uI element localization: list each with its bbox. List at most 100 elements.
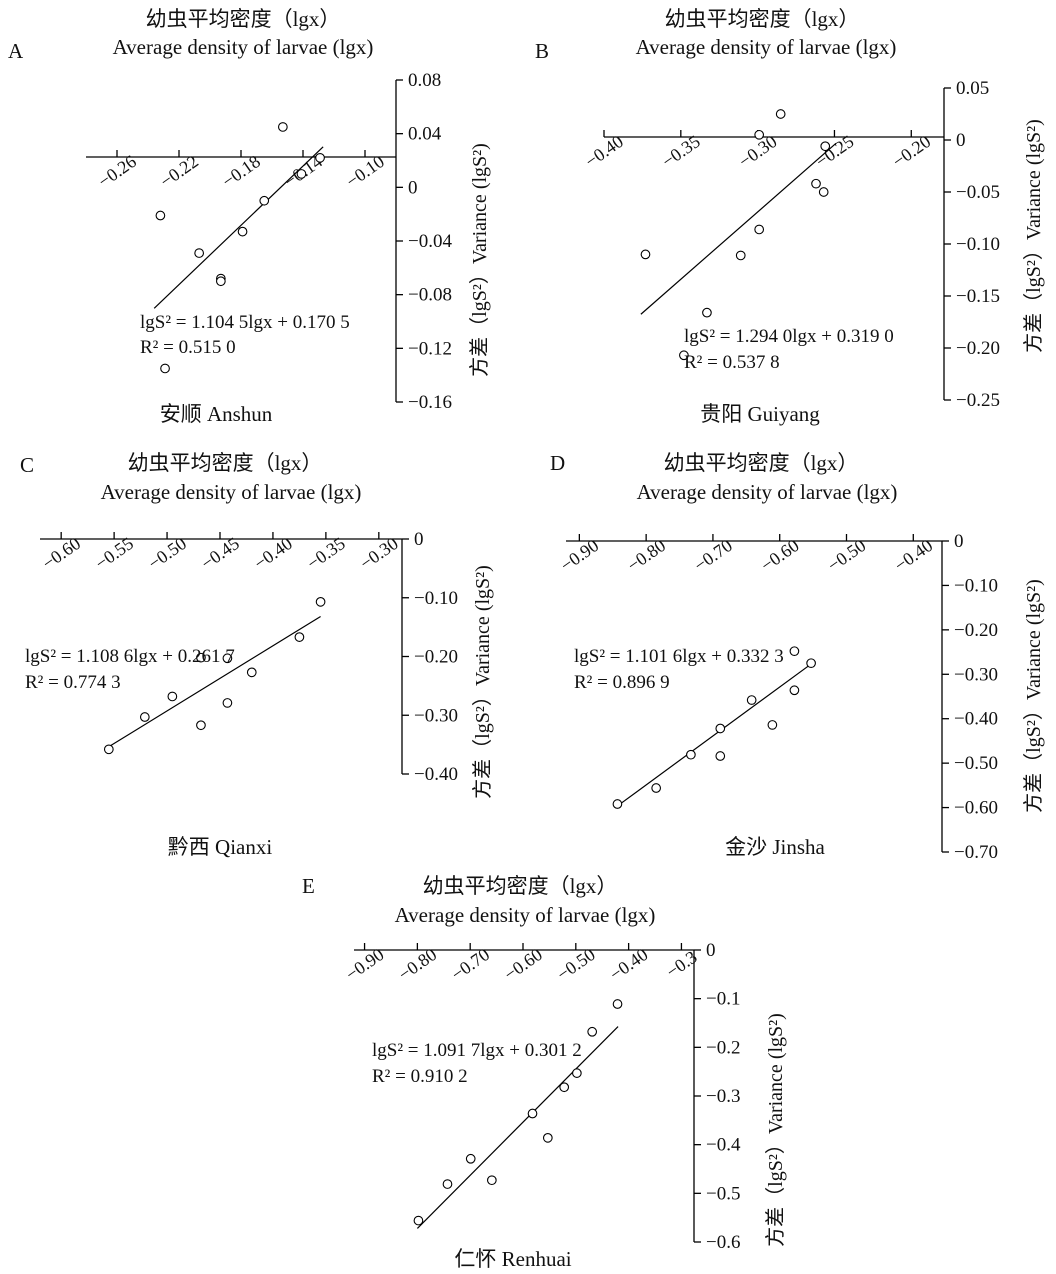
data-point bbox=[103, 744, 114, 755]
regression-line bbox=[416, 1026, 619, 1229]
y-tick-label: 0.08 bbox=[408, 70, 441, 91]
r-squared: R² = 0.774 3 bbox=[25, 672, 121, 693]
y-tick-label: −0.10 bbox=[414, 588, 458, 609]
data-point bbox=[139, 712, 150, 722]
y-tick-label: −0.6 bbox=[706, 1232, 740, 1253]
data-point bbox=[754, 224, 765, 235]
data-point bbox=[612, 799, 623, 809]
data-point bbox=[413, 1215, 424, 1226]
y-tick-label: −0.10 bbox=[954, 575, 998, 596]
y-tick-label: 0 bbox=[414, 529, 424, 550]
panel-a: A 幼虫平均密度（lgx） Average density of larvae (l… bbox=[8, 7, 491, 426]
data-point bbox=[735, 250, 746, 261]
site-label: 仁怀 Renhuai bbox=[454, 1247, 571, 1271]
y-tick-label: −0.20 bbox=[954, 620, 998, 641]
y-tick-label: −0.20 bbox=[956, 338, 1000, 359]
y-tick-label: 0.05 bbox=[956, 78, 989, 99]
panel-letter: A bbox=[8, 39, 24, 63]
regression-equation: lgS² = 1.108 6lgx + 0.261 7 bbox=[25, 646, 235, 667]
data-point bbox=[818, 187, 829, 197]
x-axis-title-cn: 幼虫平均密度（lgx） bbox=[423, 874, 618, 898]
data-point bbox=[196, 652, 206, 663]
data-point bbox=[806, 658, 816, 669]
panel-letter: B bbox=[535, 39, 549, 63]
data-point bbox=[702, 307, 712, 318]
panel-d: D 幼虫平均密度（lgx） Average density of larvae (l… bbox=[550, 451, 1045, 863]
y-axis-title: 方差（lgS²）Variance (lgS²) bbox=[1022, 119, 1045, 353]
site-label: 黔西 Qianxi bbox=[168, 835, 273, 859]
data-point bbox=[216, 276, 226, 287]
y-tick-label: −0.50 bbox=[954, 753, 998, 774]
y-tick-label: −0.04 bbox=[408, 231, 452, 252]
site-label: 贵阳 Guiyang bbox=[700, 402, 820, 426]
panel-b: B 幼虫平均密度（lgx） Average density of larvae (l… bbox=[535, 7, 1045, 426]
y-tick-label: −0.30 bbox=[954, 664, 998, 685]
y-tick-label: −0.08 bbox=[408, 285, 452, 306]
data-point bbox=[294, 632, 305, 642]
x-axis-title-en: Average density of larvae (lgx) bbox=[395, 903, 656, 927]
y-tick-label: 0 bbox=[706, 940, 716, 961]
regression-equation: lgS² = 1.294 0lgx + 0.319 0 bbox=[684, 326, 894, 347]
regression-line bbox=[616, 661, 815, 807]
site-label: 金沙 Jinsha bbox=[725, 835, 825, 859]
x-axis-title-en: Average density of larvae (lgx) bbox=[113, 35, 374, 59]
data-point bbox=[715, 723, 726, 734]
data-point bbox=[775, 109, 786, 119]
y-tick-label: −0.05 bbox=[956, 182, 1000, 203]
y-tick-label: 0 bbox=[408, 177, 418, 198]
y-tick-label: −0.70 bbox=[954, 842, 998, 863]
data-point bbox=[442, 1179, 453, 1189]
site-label: 安顺 Anshun bbox=[160, 402, 273, 426]
r-squared: R² = 0.910 2 bbox=[372, 1066, 468, 1087]
data-point bbox=[196, 720, 206, 731]
y-tick-label: 0.04 bbox=[408, 124, 442, 145]
y-tick-label: −0.12 bbox=[408, 338, 452, 359]
data-point bbox=[820, 141, 831, 152]
data-point bbox=[527, 1108, 538, 1119]
y-tick-label: −0.25 bbox=[956, 390, 1000, 411]
regression-equation: lgS² = 1.104 5lgx + 0.170 5 bbox=[140, 312, 350, 333]
regression-equation: lgS² = 1.101 6lgx + 0.332 3 bbox=[574, 646, 784, 667]
y-tick-label: 0 bbox=[956, 130, 966, 151]
y-tick-label: −0.16 bbox=[408, 392, 452, 413]
x-axis-title-en: Average density of larvae (lgx) bbox=[101, 480, 362, 504]
data-point bbox=[612, 999, 623, 1009]
panel-letter: D bbox=[550, 451, 565, 475]
data-point bbox=[686, 749, 696, 760]
data-point bbox=[296, 169, 307, 179]
x-axis-title-cn: 幼虫平均密度（lgx） bbox=[665, 7, 860, 31]
data-point bbox=[651, 783, 662, 793]
data-point bbox=[194, 248, 204, 258]
data-point bbox=[587, 1026, 598, 1037]
data-point bbox=[315, 152, 325, 163]
y-tick-label: −0.20 bbox=[414, 647, 458, 668]
x-axis-title-cn: 幼虫平均密度（lgx） bbox=[128, 451, 323, 475]
data-point bbox=[222, 698, 233, 708]
x-axis-title-cn: 幼虫平均密度（lgx） bbox=[664, 451, 859, 475]
data-point bbox=[278, 122, 288, 132]
data-point bbox=[246, 667, 257, 678]
r-squared: R² = 0.515 0 bbox=[140, 337, 236, 358]
x-tick-label: −0.3 bbox=[662, 947, 700, 982]
y-tick-label: −0.2 bbox=[706, 1037, 740, 1058]
x-axis-title-en: Average density of larvae (lgx) bbox=[637, 480, 898, 504]
data-point bbox=[160, 363, 170, 374]
regression-equation: lgS² = 1.091 7lgx + 0.301 2 bbox=[372, 1040, 582, 1061]
y-tick-label: −0.40 bbox=[414, 764, 458, 785]
y-axis-title: 方差（lgS²）Variance (lgS²) bbox=[471, 565, 494, 799]
panel-letter: C bbox=[20, 453, 34, 477]
y-axis-title: 方差（lgS²）Variance (lgS²) bbox=[468, 143, 491, 377]
y-tick-label: −0.5 bbox=[706, 1183, 740, 1204]
data-point bbox=[542, 1133, 553, 1143]
panel-letter: E bbox=[302, 874, 315, 898]
y-tick-label: −0.4 bbox=[706, 1135, 741, 1156]
data-point bbox=[237, 226, 248, 237]
panel-c: C 幼虫平均密度（lgx） Average density of larvae (l… bbox=[20, 451, 494, 859]
data-point bbox=[754, 129, 765, 140]
data-point bbox=[767, 720, 778, 730]
data-point bbox=[789, 646, 800, 657]
data-point bbox=[789, 685, 800, 696]
data-point bbox=[640, 249, 651, 260]
y-tick-label: −0.1 bbox=[706, 989, 740, 1010]
